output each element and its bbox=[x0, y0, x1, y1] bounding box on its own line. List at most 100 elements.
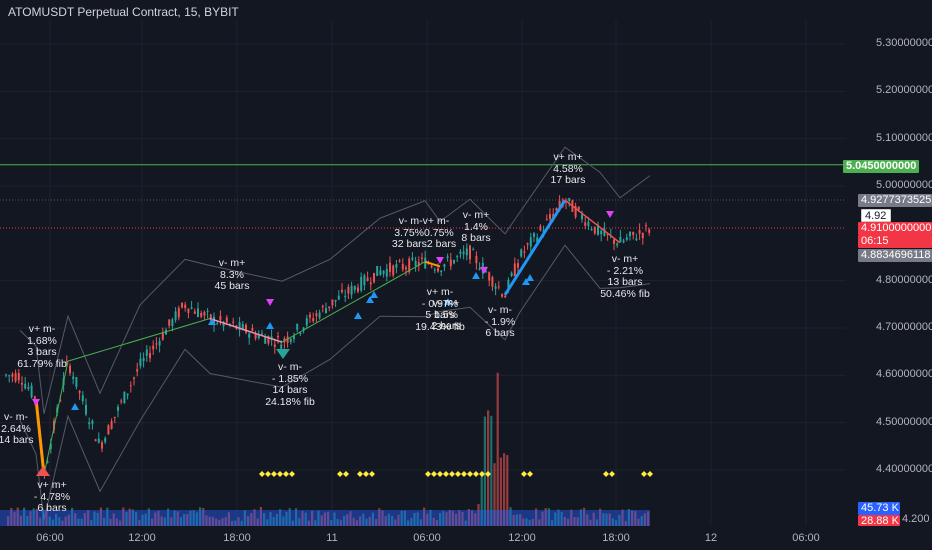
candle-body bbox=[433, 269, 436, 271]
candle-body bbox=[392, 265, 395, 276]
candle-body bbox=[369, 282, 372, 285]
signal-triangle-up bbox=[366, 296, 374, 303]
volume-bar bbox=[464, 520, 467, 526]
volume-bar bbox=[231, 520, 234, 526]
volume-bar bbox=[413, 513, 416, 526]
swing-annotation: v+ m- 1.68% 3 bars 61.79% fib bbox=[17, 323, 67, 370]
annotation-line: 6 bars bbox=[485, 327, 515, 339]
volume-bar bbox=[589, 519, 592, 526]
candle-body bbox=[629, 231, 631, 237]
volume-bar bbox=[503, 453, 506, 526]
volume-bar bbox=[144, 513, 147, 526]
volume-bar bbox=[509, 507, 512, 526]
volume-bar bbox=[391, 515, 394, 526]
candle-body bbox=[584, 222, 587, 226]
volume-bar bbox=[288, 508, 291, 526]
volume-bar bbox=[365, 518, 368, 526]
candle-body bbox=[17, 372, 20, 381]
signal-triangle-up bbox=[71, 403, 79, 410]
candle-body bbox=[341, 289, 343, 293]
volume-bar bbox=[483, 416, 486, 526]
volume-bar bbox=[528, 519, 531, 526]
signal-diamond bbox=[467, 471, 473, 477]
signal-diamond bbox=[641, 471, 647, 477]
volume-tag: 45.73 K bbox=[858, 502, 900, 515]
volume-bar bbox=[227, 512, 230, 526]
candle-body bbox=[376, 265, 379, 276]
candle-body bbox=[129, 385, 132, 387]
annotation-line: 14 bars bbox=[0, 434, 34, 446]
volume-bar bbox=[131, 509, 134, 526]
volume-bar bbox=[317, 510, 320, 526]
symbol-title[interactable]: ATOMUSDT Perpetual Contract, 15, BYBIT bbox=[8, 5, 239, 19]
volume-bar bbox=[410, 518, 413, 526]
signal-diamond bbox=[277, 471, 283, 477]
volume-bar bbox=[627, 509, 630, 526]
price-axis[interactable] bbox=[846, 0, 932, 526]
volume-bar bbox=[61, 520, 64, 526]
signal-diamond bbox=[357, 471, 363, 477]
volume-bar bbox=[163, 517, 166, 526]
candle-body bbox=[462, 251, 465, 255]
volume-bar bbox=[576, 517, 579, 526]
candle-body bbox=[373, 272, 375, 283]
annotation-line: 3 bars bbox=[27, 346, 57, 358]
candle-body bbox=[142, 358, 145, 361]
candle-body bbox=[331, 299, 334, 306]
volume-bar bbox=[551, 520, 554, 526]
annotation-line: v- m- bbox=[488, 304, 512, 316]
candle-body bbox=[219, 315, 222, 321]
candle-body bbox=[328, 306, 331, 309]
candle-body bbox=[104, 437, 107, 443]
volume-bar bbox=[647, 511, 650, 526]
volume-bar bbox=[458, 510, 461, 526]
candle-body bbox=[459, 251, 462, 254]
volume-bar bbox=[93, 511, 96, 526]
volume-bar bbox=[416, 512, 419, 526]
candle-body bbox=[184, 304, 187, 308]
volume-bar bbox=[298, 518, 301, 526]
candle-body bbox=[267, 336, 270, 344]
last-price-tag: 4.9100000000 bbox=[858, 222, 932, 235]
candle-body bbox=[529, 237, 532, 247]
price-tick: 4.8000000000 bbox=[876, 273, 932, 286]
volume-bar bbox=[333, 512, 336, 526]
volume-bar bbox=[538, 519, 541, 526]
candle-body bbox=[117, 406, 119, 411]
volume-bar bbox=[378, 508, 381, 526]
signal-triangle-down bbox=[32, 399, 40, 406]
candle-body bbox=[193, 311, 196, 314]
volume-bar bbox=[122, 507, 125, 526]
candle-body bbox=[312, 318, 315, 322]
volume-bar bbox=[301, 510, 304, 526]
swing-annotation: v- m-v+ m- 3.75%0.75% 32 bars2 bars bbox=[392, 215, 456, 251]
candle-body bbox=[638, 230, 641, 234]
candle-body bbox=[485, 271, 487, 273]
time-tick: 06:00 bbox=[36, 532, 64, 544]
candle-body bbox=[126, 393, 129, 396]
candle-body bbox=[520, 249, 523, 257]
candle-body bbox=[398, 260, 401, 262]
candle-body bbox=[101, 442, 103, 449]
volume-bar bbox=[16, 507, 19, 526]
volume-bar bbox=[285, 511, 288, 526]
volume-bar bbox=[314, 520, 317, 526]
signal-diamond bbox=[603, 471, 609, 477]
volume-bar bbox=[349, 511, 352, 526]
volume-bar bbox=[215, 518, 218, 526]
price-tick: 4.6000000000 bbox=[876, 368, 932, 381]
signal-diamond bbox=[443, 471, 449, 477]
volume-bar bbox=[515, 514, 518, 526]
candle-body bbox=[625, 237, 628, 240]
volume-bar bbox=[432, 517, 435, 526]
volume-bar bbox=[579, 509, 582, 526]
candle-body bbox=[549, 214, 551, 220]
lower-band-tag: 4.8834696118 bbox=[858, 249, 932, 262]
swing-line-down bbox=[424, 260, 441, 268]
annotation-line: v- m- bbox=[278, 361, 302, 373]
volume-ma-tag: 28.88 K bbox=[858, 515, 900, 526]
volume-bar bbox=[45, 509, 48, 526]
